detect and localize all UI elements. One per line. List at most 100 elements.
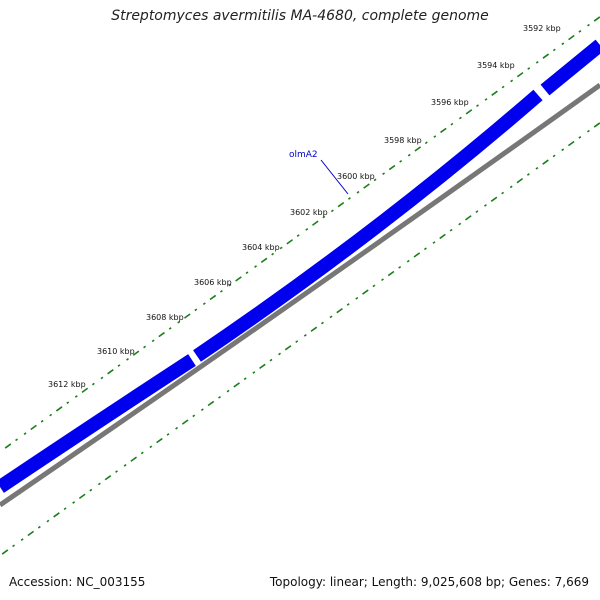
scale-tick bbox=[552, 48, 556, 52]
scale-tick bbox=[156, 437, 163, 444]
scale-tick bbox=[399, 159, 403, 163]
scale-tick bbox=[567, 140, 575, 147]
scale-tick bbox=[30, 424, 37, 431]
scale-tick bbox=[91, 382, 95, 386]
map-title: Streptomyces avermitilis MA-4680, comple… bbox=[111, 8, 489, 24]
scale-tick bbox=[104, 475, 112, 481]
scale-tick bbox=[330, 209, 334, 213]
scale-tick bbox=[535, 166, 539, 170]
scale-tick bbox=[312, 220, 319, 226]
scale-tick bbox=[387, 270, 395, 277]
scale-label: 3604 kbp bbox=[242, 243, 280, 252]
gene-segment-upper bbox=[540, 39, 600, 96]
genome-summary: Topology: linear; Length: 9,025,608 bp; … bbox=[269, 575, 589, 589]
scale-tick bbox=[423, 247, 427, 251]
scale-tick bbox=[552, 154, 556, 158]
scale-tick bbox=[432, 241, 436, 244]
scale-tick bbox=[449, 228, 453, 232]
scale-tick bbox=[235, 276, 242, 282]
scale-tick bbox=[346, 303, 350, 306]
scale-tick bbox=[362, 289, 369, 295]
scale-tick bbox=[501, 85, 505, 89]
gene-label[interactable]: olmA2 bbox=[289, 150, 318, 160]
scale-tick bbox=[484, 98, 488, 101]
scale-label: 3596 kbp bbox=[431, 98, 469, 107]
scale-tick bbox=[535, 60, 539, 64]
scale-tick bbox=[303, 334, 307, 337]
gene-label-leader bbox=[320, 159, 349, 195]
scale-tick bbox=[561, 42, 565, 46]
scale-tick bbox=[373, 178, 377, 182]
scale-tick bbox=[407, 153, 411, 157]
scale-tick bbox=[310, 326, 318, 332]
scale-tick bbox=[209, 294, 217, 301]
scale-ticks-upper bbox=[4, 16, 600, 449]
scale-tick bbox=[450, 122, 454, 126]
scale-tick bbox=[46, 519, 50, 523]
scale-tick bbox=[254, 265, 257, 268]
scale-tick bbox=[40, 419, 44, 423]
scale-tick bbox=[593, 16, 600, 22]
scale-tick bbox=[194, 308, 198, 312]
scale-tick bbox=[89, 488, 93, 492]
scale-tick bbox=[381, 278, 384, 282]
scale-tick bbox=[355, 296, 359, 300]
scale-tick bbox=[27, 530, 35, 537]
scale-label: 3598 kbp bbox=[384, 136, 422, 145]
scale-tick bbox=[175, 426, 179, 430]
scale-label: 3612 kbp bbox=[48, 380, 86, 389]
scale-tick bbox=[337, 201, 345, 208]
scale-tick bbox=[284, 345, 292, 351]
scale-tick bbox=[516, 71, 524, 78]
scale-tick bbox=[100, 376, 104, 380]
scale-tick bbox=[81, 387, 89, 394]
scale-tick bbox=[388, 164, 396, 171]
scale-tick bbox=[561, 148, 565, 152]
scale-tick bbox=[424, 141, 428, 145]
scale-tick bbox=[78, 493, 86, 500]
scale-tick bbox=[151, 339, 155, 343]
scale-tick bbox=[414, 146, 422, 152]
scale-tick bbox=[143, 345, 147, 349]
scale-tick bbox=[527, 67, 531, 70]
scale-tick bbox=[23, 432, 27, 435]
scale-tick bbox=[233, 382, 240, 388]
scale-tick bbox=[132, 350, 140, 356]
scale-tick bbox=[475, 210, 479, 213]
scale-tick bbox=[464, 215, 472, 221]
scale-tick bbox=[63, 507, 67, 511]
scale-tick bbox=[202, 302, 206, 306]
gene-segment-lower bbox=[0, 354, 196, 493]
scale-tick bbox=[192, 414, 196, 418]
scale-tick bbox=[207, 400, 215, 407]
scale-tick bbox=[295, 340, 299, 343]
scale-tick bbox=[219, 289, 223, 293]
scale-tick bbox=[228, 283, 232, 287]
scale-tick bbox=[406, 259, 410, 263]
scale-label: 3592 kbp bbox=[523, 24, 561, 33]
scale-tick bbox=[439, 233, 446, 240]
scale-tick bbox=[123, 464, 127, 467]
scale-tick bbox=[321, 321, 324, 325]
scale-tick bbox=[181, 419, 189, 425]
scale-tick bbox=[126, 358, 129, 361]
scale-tick bbox=[465, 109, 473, 115]
scale-tick bbox=[183, 313, 191, 319]
scale-tick bbox=[398, 265, 402, 269]
scale-tick bbox=[458, 116, 462, 120]
scale-tick bbox=[140, 451, 144, 455]
scale-tick bbox=[510, 79, 514, 83]
scale-tick bbox=[1, 549, 9, 555]
scale-tick bbox=[372, 284, 376, 288]
scale-tick bbox=[542, 159, 549, 165]
scale-ticks-lower bbox=[1, 122, 600, 555]
scale-tick bbox=[286, 239, 293, 245]
scale-tick bbox=[363, 183, 370, 189]
scale-tick bbox=[578, 136, 582, 139]
scale-tick bbox=[305, 228, 309, 231]
scale-tick bbox=[55, 406, 63, 412]
scale-tick bbox=[74, 395, 78, 398]
scale-tick bbox=[458, 222, 462, 226]
scale-tick bbox=[218, 395, 221, 399]
